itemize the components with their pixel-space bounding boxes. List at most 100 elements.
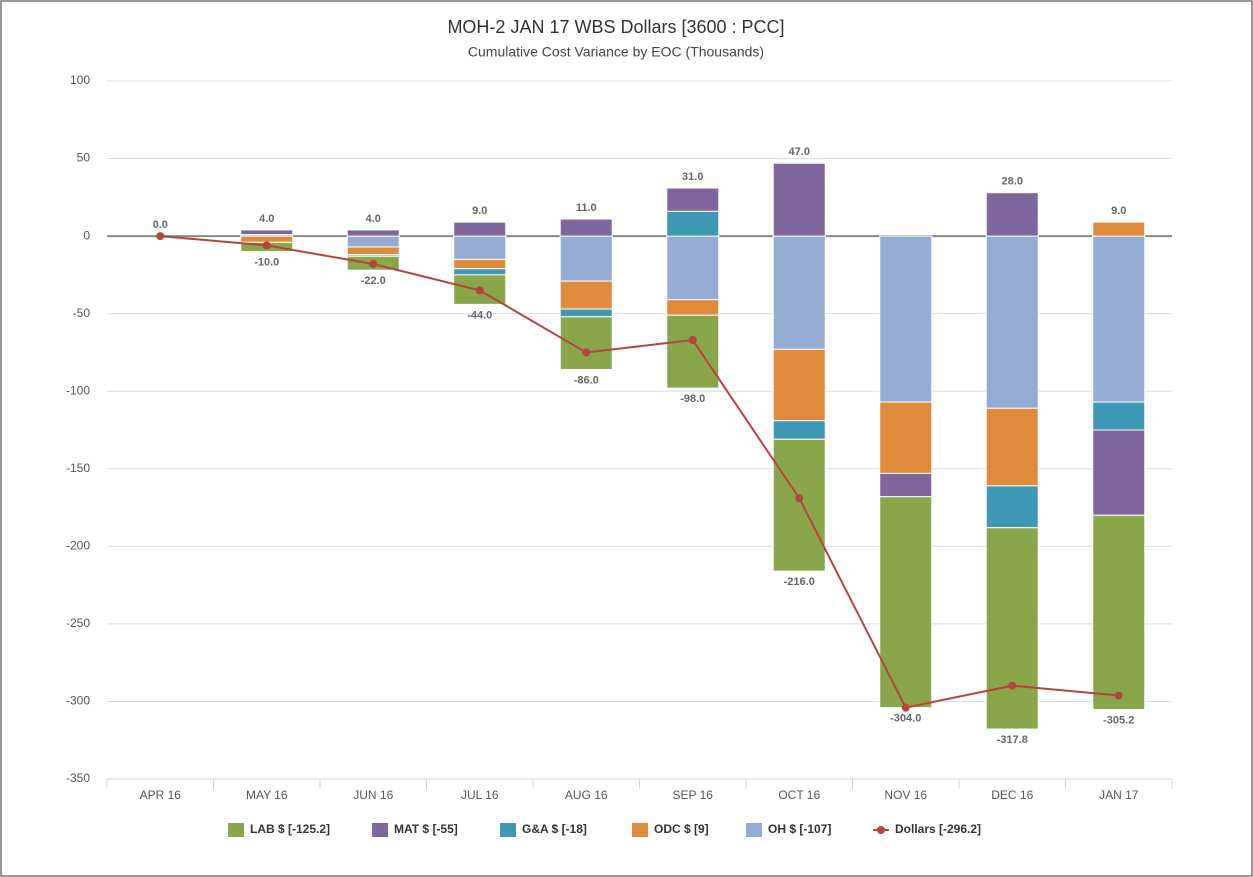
line-point — [1008, 681, 1017, 690]
bar — [666, 299, 720, 316]
bar — [879, 496, 933, 709]
legend-symbol — [372, 823, 388, 837]
bar — [772, 162, 826, 237]
stack-total-label: 4.0 — [366, 213, 381, 225]
bar — [559, 218, 613, 237]
bar — [453, 235, 507, 260]
legend-label[interactable]: G&A $ [-18] — [522, 822, 587, 836]
x-tick-label: AUG 16 — [565, 788, 608, 802]
y-tick-label: 100 — [70, 73, 90, 87]
line-point — [475, 286, 484, 295]
bar — [453, 258, 507, 270]
chart-subtitle: Cumulative Cost Variance by EOC (Thousan… — [468, 44, 764, 60]
bar — [1092, 429, 1146, 516]
bar — [559, 308, 613, 318]
y-tick-label: -350 — [66, 771, 90, 785]
bar — [879, 235, 933, 403]
stack-total-label: 11.0 — [576, 202, 597, 214]
x-tick-label: JAN 17 — [1099, 788, 1139, 802]
stack-total-label: -86.0 — [574, 374, 599, 386]
bar — [666, 235, 720, 301]
x-tick-label: DEC 16 — [991, 788, 1033, 802]
x-tick-label: APR 16 — [140, 788, 182, 802]
x-tick-label: OCT 16 — [778, 788, 820, 802]
bar — [1092, 514, 1146, 711]
legend-label[interactable]: OH $ [-107] — [768, 822, 831, 836]
stack-total-label: -305.2 — [1103, 714, 1134, 726]
stack-total-label: 4.0 — [259, 213, 274, 225]
bar — [559, 280, 613, 310]
bar — [985, 485, 1039, 529]
stack-total-label: 9.0 — [472, 205, 487, 217]
bar — [666, 187, 720, 212]
y-tick-label: -50 — [73, 306, 91, 320]
bar — [985, 192, 1039, 237]
stack-total-label: -10.0 — [254, 257, 279, 269]
stack-total-label: 47.0 — [789, 146, 810, 158]
bar — [772, 235, 826, 350]
bar — [1092, 401, 1146, 431]
stack-total-label: 0.0 — [153, 219, 168, 231]
legend-symbol — [877, 826, 885, 834]
legend-symbol — [228, 823, 244, 837]
line-point — [262, 241, 271, 250]
y-tick-label: -100 — [66, 383, 90, 397]
line-point — [156, 232, 165, 241]
stack-total-label: 9.0 — [1111, 205, 1126, 217]
stack-total-label: 28.0 — [1002, 176, 1023, 188]
y-tick-label: -250 — [66, 616, 90, 630]
y-tick-label: 0 — [83, 228, 90, 242]
y-tick-label: -150 — [66, 461, 90, 475]
bar — [772, 348, 826, 422]
line-point — [582, 348, 591, 357]
bar — [772, 438, 826, 572]
bar — [772, 420, 826, 440]
line-point — [688, 336, 697, 345]
line-point — [901, 703, 910, 712]
y-tick-label: -300 — [66, 694, 90, 708]
x-tick-label: NOV 16 — [884, 788, 927, 802]
legend-symbol — [632, 823, 648, 837]
legend-symbol — [746, 823, 762, 837]
bar — [1092, 235, 1146, 403]
x-tick-label: MAY 16 — [246, 788, 288, 802]
legend-label[interactable]: ODC $ [9] — [654, 822, 709, 836]
stack-total-label: -22.0 — [361, 275, 386, 287]
y-tick-label: -200 — [66, 539, 90, 553]
stack-total-label: -44.0 — [467, 309, 492, 321]
x-tick-label: JUN 16 — [353, 788, 393, 802]
bar — [346, 229, 400, 237]
legend-label[interactable]: MAT $ [-55] — [394, 822, 458, 836]
line — [160, 235, 1119, 709]
stack-total-label: -317.8 — [997, 734, 1028, 746]
stack-total-label: -304.0 — [890, 713, 921, 725]
y-tick-label: 50 — [77, 151, 91, 165]
bar — [985, 235, 1039, 409]
line-point — [369, 260, 378, 269]
legend-symbol — [500, 823, 516, 837]
bar — [559, 316, 613, 371]
bar — [240, 235, 294, 243]
bar — [1092, 221, 1146, 237]
bar — [346, 246, 400, 256]
bar — [559, 235, 613, 282]
stack-total-label: 31.0 — [682, 171, 703, 183]
bar — [666, 314, 720, 389]
bar — [666, 210, 720, 237]
chart-title: MOH-2 JAN 17 WBS Dollars [3600 : PCC] — [447, 17, 784, 37]
line-point — [1114, 691, 1123, 700]
bar — [879, 401, 933, 474]
bar — [346, 235, 400, 248]
bar — [240, 229, 294, 236]
legend-label[interactable]: LAB $ [-125.2] — [250, 822, 330, 836]
legend-label[interactable]: Dollars [-296.2] — [895, 822, 981, 836]
stack-total-label: -216.0 — [784, 576, 815, 588]
bar — [985, 407, 1039, 487]
stack-total-label: -98.0 — [680, 393, 705, 405]
x-tick-label: SEP 16 — [673, 788, 714, 802]
line-point — [795, 494, 804, 503]
bar — [453, 268, 507, 276]
bar — [985, 527, 1039, 730]
x-tick-label: JUL 16 — [461, 788, 499, 802]
